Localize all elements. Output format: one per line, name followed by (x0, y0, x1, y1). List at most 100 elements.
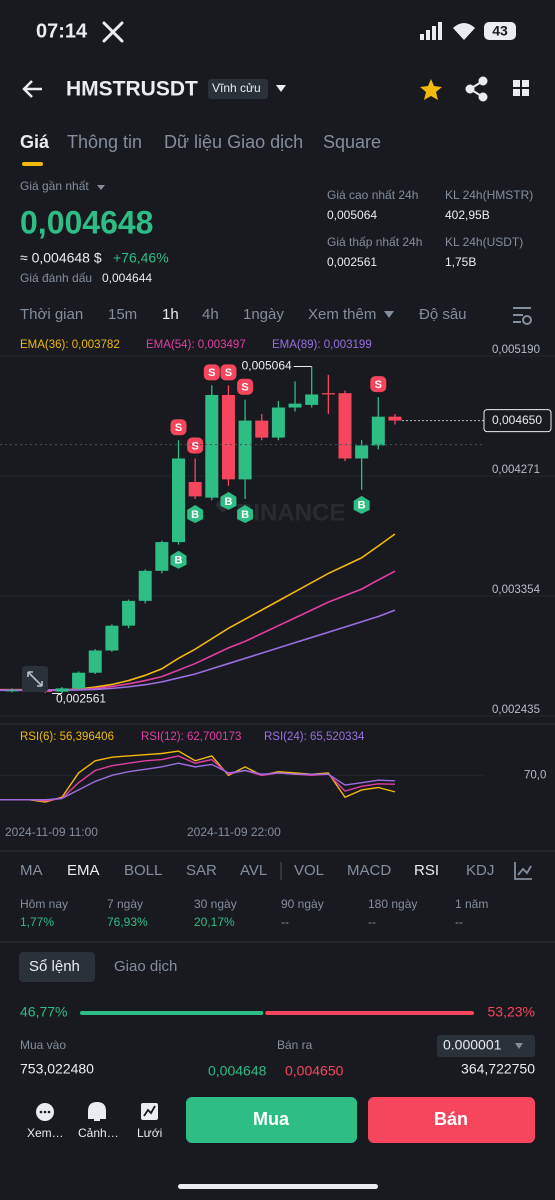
stat-value: 0,002561 (327, 255, 377, 269)
chart-settings[interactable] (513, 307, 532, 325)
ema-line (0, 533, 396, 691)
orderbook-tab[interactable]: Sổ lệnh (29, 958, 80, 975)
alert-icon[interactable] (88, 1101, 106, 1121)
symbol[interactable]: HMSTRUSDT (66, 78, 198, 101)
precision[interactable]: 0.000001 (443, 1037, 502, 1053)
buy-button-label[interactable]: Mua (253, 1109, 290, 1129)
share-button[interactable] (465, 76, 488, 102)
signal-label: B (358, 500, 366, 512)
interval[interactable]: 4h (202, 306, 219, 323)
nav-label[interactable]: Xem… (27, 1126, 64, 1140)
high-label: 0,005064 (242, 359, 292, 373)
interval[interactable]: 15m (108, 306, 137, 323)
tab[interactable]: Giá (20, 132, 50, 152)
sell-signal-badge (237, 378, 254, 395)
stat-label: KL 24h(HMSTR) (445, 188, 533, 202)
price-dropdown[interactable] (97, 185, 105, 190)
indicator-tab[interactable]: MACD (347, 862, 391, 879)
period-change: -- (455, 915, 463, 929)
y-tick-label: 70,0 (524, 769, 546, 781)
period-change: 1,77% (20, 915, 54, 929)
candle-body (122, 600, 136, 626)
signal-label: B (224, 496, 232, 508)
interval[interactable]: Xem thêm (308, 306, 376, 323)
rsi-line (0, 750, 396, 803)
interval[interactable]: Độ sâu (419, 306, 467, 323)
indicator-tab[interactable]: SAR (186, 862, 217, 879)
mark-price: 0,004644 (102, 271, 152, 285)
candle-body (188, 481, 202, 497)
fullscreen-button[interactable] (22, 666, 48, 692)
indicator-tab[interactable]: EMA (67, 862, 100, 879)
battery-level: 43 (492, 23, 508, 39)
candle-body (105, 625, 119, 651)
signal-label: S (191, 440, 198, 452)
indicator-tab[interactable]: KDJ (466, 862, 494, 879)
back-button[interactable] (22, 80, 42, 98)
last-price: 0,004648 (20, 204, 153, 240)
ema-label: EMA(89): 0,003199 (272, 339, 372, 351)
period-change: 76,93% (107, 915, 148, 929)
precision-bg[interactable] (437, 1035, 535, 1057)
indicator-tabs: MA EMA BOLL SAR AVL VOL MACD RSI KDJ (20, 862, 494, 879)
approx-price: ≈ 0,004648 $ (20, 250, 102, 266)
tab[interactable]: Dữ liệu Giao dịch (164, 132, 303, 152)
indicator-tab[interactable]: AVL (240, 862, 267, 879)
status-icon (102, 21, 124, 43)
period-label: 180 ngày (368, 897, 417, 911)
stat-label: Giá cao nhất 24h (327, 188, 418, 202)
candle-body (172, 458, 185, 543)
candle-body (88, 650, 102, 673)
interval[interactable]: Thời gian (20, 306, 83, 323)
sell-ratio: 53,23% (488, 1004, 535, 1020)
more-icon[interactable] (36, 1103, 54, 1121)
indicator-tab[interactable]: MA (20, 862, 43, 879)
indicator-tab[interactable]: RSI (414, 862, 439, 879)
more-dropdown[interactable] (384, 311, 394, 318)
period-change: -- (368, 915, 376, 929)
tab[interactable]: Square (323, 132, 381, 152)
performance: Hôm nay 1,77% 7 ngày 76,93% 30 ngày 20,17% 90 … (20, 897, 488, 929)
interval[interactable]: 1h (162, 306, 179, 323)
signal-icon (420, 22, 442, 40)
signal-label: B (191, 509, 199, 521)
period-label: 90 ngày (281, 897, 324, 911)
mark-price-label: Giá đánh dấu (20, 271, 92, 285)
indicator-tab[interactable]: VOL (294, 862, 324, 879)
indicator-tab[interactable]: BOLL (124, 862, 162, 879)
rsi-label: RSI(12): 62,700173 (141, 731, 241, 743)
sell-signal-badge (220, 364, 237, 381)
tab[interactable]: Thông tin (67, 132, 142, 152)
candle-body (388, 416, 402, 421)
stat-label: Giá thấp nhất 24h (327, 235, 422, 249)
indicator-settings[interactable] (514, 862, 532, 880)
precision-dropdown[interactable] (515, 1043, 523, 1049)
orderbook-tab[interactable]: Giao dịch (114, 958, 177, 975)
buy-button[interactable] (186, 1097, 357, 1143)
sell-button[interactable] (368, 1097, 535, 1143)
period-label: 7 ngày (107, 897, 143, 911)
period-change: 20,17% (194, 915, 235, 929)
symbol-dropdown[interactable] (276, 85, 286, 92)
period-label: 30 ngày (194, 897, 237, 911)
menu-button[interactable] (513, 80, 529, 96)
sell-label: Bán ra (277, 1038, 313, 1052)
current-price-box (483, 409, 552, 433)
nav-label[interactable]: Lưới (137, 1126, 162, 1140)
price-change: +76,46% (113, 250, 169, 266)
sell-button-label[interactable]: Bán (434, 1109, 468, 1129)
wifi-icon (453, 23, 475, 40)
interval[interactable]: 1ngày (243, 306, 284, 323)
ema-label: EMA(54): 0,003497 (146, 339, 246, 351)
signal-label: S (241, 382, 248, 394)
buy-signal-badge (353, 495, 370, 514)
stat-value: 1,75B (445, 255, 476, 269)
grid-icon[interactable] (141, 1103, 158, 1120)
candle-body (355, 445, 369, 459)
buy-ratio: 46,77% (20, 1004, 67, 1020)
buy-ratio-bar (80, 1011, 264, 1015)
contract-tag: Vĩnh cửu (212, 81, 261, 95)
favorite-button[interactable] (420, 79, 442, 100)
nav-label[interactable]: Cảnh… (78, 1126, 119, 1140)
